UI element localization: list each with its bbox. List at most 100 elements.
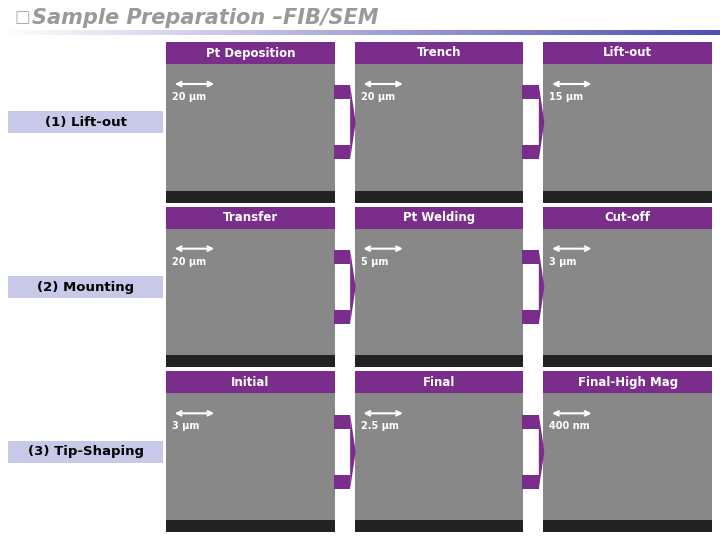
Bar <box>241 30 242 35</box>
Bar <box>347 30 348 35</box>
Bar <box>604 30 605 35</box>
Bar <box>114 30 115 35</box>
Bar <box>380 30 381 35</box>
Bar <box>611 30 612 35</box>
Bar <box>475 30 476 35</box>
Bar <box>507 30 508 35</box>
Bar <box>361 30 362 35</box>
Bar <box>592 30 593 35</box>
Bar <box>166 42 335 64</box>
Bar <box>599 30 600 35</box>
Bar <box>445 30 446 35</box>
Bar <box>541 30 542 35</box>
Bar <box>382 30 383 35</box>
Bar <box>609 30 610 35</box>
Bar <box>278 30 279 35</box>
Bar <box>134 30 135 35</box>
Text: Initial: Initial <box>231 376 269 389</box>
Bar <box>383 30 384 35</box>
Bar <box>612 30 613 35</box>
Bar <box>188 30 189 35</box>
Bar <box>525 30 526 35</box>
Bar <box>515 30 516 35</box>
Polygon shape <box>539 85 544 159</box>
Bar <box>283 30 284 35</box>
Bar <box>80 30 81 35</box>
Text: 5 μm: 5 μm <box>361 256 388 267</box>
Text: Lift-out: Lift-out <box>603 46 652 59</box>
Bar <box>588 30 589 35</box>
Bar <box>315 30 316 35</box>
Bar <box>328 30 329 35</box>
Bar <box>336 30 337 35</box>
Bar <box>571 30 572 35</box>
Bar <box>171 30 172 35</box>
Bar <box>292 30 293 35</box>
Bar <box>122 30 123 35</box>
Bar <box>98 30 99 35</box>
Bar <box>196 30 197 35</box>
Bar <box>248 30 249 35</box>
Bar <box>110 30 111 35</box>
Bar <box>252 30 253 35</box>
Bar <box>575 30 576 35</box>
Bar <box>560 30 561 35</box>
Bar <box>299 30 300 35</box>
Bar <box>166 372 335 393</box>
Bar <box>544 355 712 367</box>
Bar <box>89 30 90 35</box>
Bar <box>535 30 536 35</box>
Bar <box>329 30 330 35</box>
Bar <box>364 30 365 35</box>
Bar <box>240 30 241 35</box>
Bar <box>116 30 117 35</box>
Bar <box>21 30 22 35</box>
Bar <box>484 30 485 35</box>
Bar <box>658 30 659 35</box>
Bar <box>608 30 609 35</box>
Bar <box>704 30 705 35</box>
Bar <box>452 30 453 35</box>
Text: Cut-off: Cut-off <box>605 211 651 224</box>
Bar <box>48 30 49 35</box>
Bar <box>397 30 398 35</box>
Bar <box>265 30 266 35</box>
Bar <box>185 30 186 35</box>
Bar <box>339 30 340 35</box>
Bar <box>140 30 141 35</box>
Bar <box>518 30 519 35</box>
Bar <box>544 64 712 191</box>
Bar <box>57 30 58 35</box>
Bar <box>27 30 28 35</box>
Bar <box>3 30 4 35</box>
Bar <box>473 30 474 35</box>
Bar <box>314 30 315 35</box>
Bar <box>129 30 130 35</box>
Bar <box>152 30 153 35</box>
Bar <box>120 30 121 35</box>
Bar <box>334 30 335 35</box>
Bar <box>404 30 405 35</box>
Bar <box>400 30 401 35</box>
Bar <box>698 30 699 35</box>
Bar <box>460 30 461 35</box>
Text: 3 μm: 3 μm <box>549 256 577 267</box>
Bar <box>618 30 619 35</box>
Bar <box>151 30 152 35</box>
Bar <box>18 30 19 35</box>
Bar <box>458 30 459 35</box>
Bar <box>77 30 78 35</box>
Bar <box>146 30 147 35</box>
Bar <box>253 30 254 35</box>
Bar <box>342 30 343 35</box>
Bar <box>270 30 271 35</box>
Bar <box>505 30 506 35</box>
Text: □: □ <box>14 8 30 26</box>
Bar <box>390 30 391 35</box>
Bar <box>115 30 116 35</box>
Bar <box>293 30 294 35</box>
Bar <box>578 30 579 35</box>
Bar <box>300 30 301 35</box>
Bar <box>430 30 431 35</box>
Bar <box>388 30 389 35</box>
